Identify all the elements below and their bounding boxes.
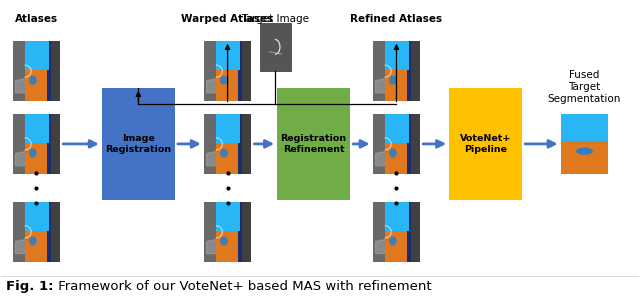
FancyBboxPatch shape [385, 114, 412, 174]
Polygon shape [25, 41, 49, 70]
FancyBboxPatch shape [372, 202, 397, 262]
FancyBboxPatch shape [13, 114, 60, 174]
FancyBboxPatch shape [102, 88, 175, 200]
FancyBboxPatch shape [204, 202, 252, 262]
Polygon shape [385, 231, 407, 262]
FancyBboxPatch shape [13, 202, 37, 262]
Text: VoteNet+
Pipeline: VoteNet+ Pipeline [460, 133, 511, 154]
Text: Framework of our VoteNet+ based MAS with refinement: Framework of our VoteNet+ based MAS with… [54, 280, 431, 293]
FancyBboxPatch shape [204, 114, 252, 174]
Ellipse shape [389, 148, 397, 158]
FancyBboxPatch shape [13, 114, 37, 174]
Text: Warped Atlases: Warped Atlases [182, 13, 274, 24]
Polygon shape [385, 143, 407, 174]
FancyBboxPatch shape [25, 114, 51, 174]
FancyBboxPatch shape [25, 202, 51, 262]
Text: Fused
Target
Segmentation: Fused Target Segmentation [548, 70, 621, 104]
Text: Image
Registration: Image Registration [106, 133, 172, 154]
Polygon shape [561, 114, 609, 141]
Ellipse shape [576, 147, 593, 155]
Ellipse shape [29, 237, 36, 245]
FancyBboxPatch shape [561, 114, 609, 174]
Polygon shape [216, 70, 239, 102]
Polygon shape [561, 141, 609, 174]
FancyBboxPatch shape [372, 41, 420, 102]
FancyBboxPatch shape [385, 202, 412, 262]
Polygon shape [385, 202, 409, 231]
FancyBboxPatch shape [372, 114, 397, 174]
FancyBboxPatch shape [372, 114, 420, 174]
Polygon shape [25, 231, 47, 262]
Polygon shape [216, 143, 239, 174]
FancyBboxPatch shape [216, 202, 243, 262]
FancyBboxPatch shape [13, 41, 60, 102]
FancyBboxPatch shape [13, 202, 60, 262]
Ellipse shape [220, 148, 228, 158]
Ellipse shape [29, 76, 36, 85]
Polygon shape [25, 114, 49, 143]
Ellipse shape [389, 237, 397, 245]
FancyBboxPatch shape [216, 114, 243, 174]
FancyBboxPatch shape [216, 41, 243, 102]
FancyBboxPatch shape [204, 202, 228, 262]
Ellipse shape [220, 237, 228, 245]
Text: Target Image: Target Image [241, 13, 309, 24]
Polygon shape [385, 41, 409, 70]
FancyBboxPatch shape [204, 114, 228, 174]
FancyBboxPatch shape [13, 41, 37, 102]
FancyBboxPatch shape [372, 202, 420, 262]
Ellipse shape [29, 148, 36, 158]
Polygon shape [216, 41, 240, 70]
Ellipse shape [220, 76, 228, 85]
Polygon shape [25, 202, 49, 231]
Ellipse shape [389, 76, 397, 85]
Polygon shape [216, 114, 240, 143]
Text: Registration
Refinement: Registration Refinement [280, 133, 347, 154]
FancyBboxPatch shape [372, 41, 397, 102]
Polygon shape [25, 143, 47, 174]
FancyBboxPatch shape [204, 41, 228, 102]
FancyBboxPatch shape [204, 41, 252, 102]
Text: Refined Atlases: Refined Atlases [351, 13, 442, 24]
FancyBboxPatch shape [260, 23, 291, 71]
Polygon shape [385, 114, 409, 143]
Polygon shape [216, 231, 239, 262]
FancyBboxPatch shape [385, 41, 412, 102]
Text: Fig. 1:: Fig. 1: [6, 280, 54, 293]
FancyBboxPatch shape [449, 88, 522, 200]
Polygon shape [25, 70, 47, 102]
FancyBboxPatch shape [277, 88, 350, 200]
Polygon shape [385, 70, 407, 102]
Polygon shape [216, 202, 240, 231]
Text: Atlases: Atlases [15, 13, 58, 24]
FancyBboxPatch shape [25, 41, 51, 102]
